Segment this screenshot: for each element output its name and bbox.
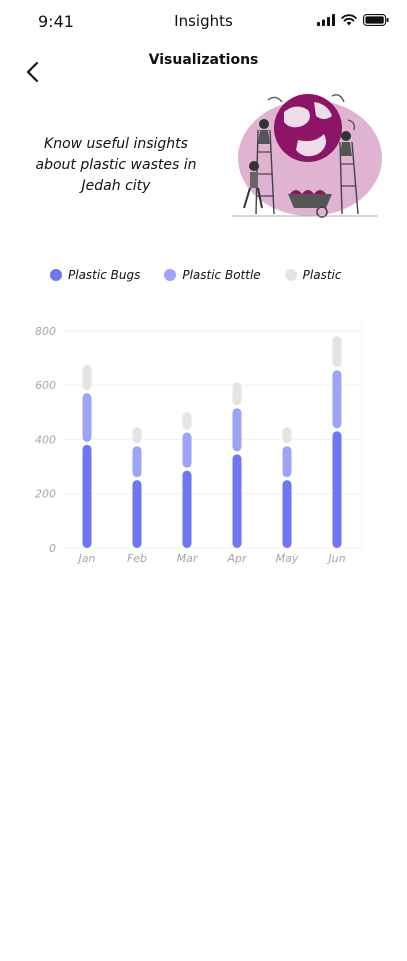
bar-plastic-apr: [232, 382, 242, 406]
x-tick-label: Mar: [177, 552, 199, 565]
x-tick-label: Jun: [326, 552, 345, 565]
y-tick-label: 600: [35, 379, 56, 392]
bar-plastic-bugs-feb: [132, 480, 142, 548]
legend-label-plastic: Plastic: [302, 268, 342, 282]
legend-item-plastic-bugs[interactable]: Plastic Bugs: [50, 268, 140, 282]
bar-plastic-bottle-apr: [232, 408, 242, 452]
bar-plastic-bottle-may: [282, 446, 292, 478]
signal-icon: [317, 14, 335, 26]
legend-item-plastic[interactable]: Plastic: [284, 268, 342, 282]
legend-label-plastic-bottle: Plastic Bottle: [182, 268, 261, 282]
bar-plastic-bottle-jan: [82, 393, 92, 442]
y-tick-label: 0: [49, 542, 56, 555]
bar-plastic-may: [282, 427, 292, 444]
bar-plastic-jan: [82, 364, 92, 391]
earth-cleaning-illustration: [232, 94, 382, 218]
x-tick-label: Apr: [226, 552, 248, 565]
wifi-icon: [341, 14, 357, 26]
bar-plastic-bugs-may: [282, 480, 292, 548]
x-tick-label: Feb: [127, 552, 147, 565]
stacked-bar-chart: 0 200 400 600 800 Jan Feb Mar Apr May Jun: [35, 320, 363, 565]
bar-plastic-jun: [332, 336, 342, 368]
status-time: 9:41: [38, 12, 74, 31]
battery-icon: [363, 14, 389, 26]
x-tick-label: Jan: [77, 552, 96, 565]
status-title: Insights: [174, 12, 233, 30]
legend-dot-plastic-bottle: [164, 269, 177, 281]
bar-plastic-bugs-apr: [232, 454, 242, 548]
page-title: Visualizations: [148, 52, 259, 68]
legend-item-plastic-bottle[interactable]: Plastic Bottle: [164, 268, 261, 282]
status-icons: [317, 14, 389, 26]
legend-dot-plastic: [284, 269, 297, 281]
bar-plastic-bugs-jun: [332, 431, 342, 548]
legend-dot-plastic-bugs: [50, 269, 62, 281]
y-tick-label: 400: [35, 433, 56, 446]
bar-plastic-feb: [132, 427, 142, 444]
bar-plastic-bottle-jun: [332, 370, 342, 429]
bar-plastic-bugs-jan: [82, 444, 92, 548]
bar-plastic-mar: [182, 412, 192, 430]
y-tick-label: 200: [35, 488, 56, 501]
status-bar: 9:41 Insights: [0, 0, 407, 44]
back-button[interactable]: [22, 60, 46, 84]
bar-plastic-bottle-mar: [182, 432, 192, 468]
bar-plastic-bugs-mar: [182, 470, 192, 548]
chart-legend: Plastic Bugs Plastic Bottle Plastic: [50, 268, 365, 282]
y-tick-label: 800: [35, 325, 56, 338]
legend-label-plastic-bugs: Plastic Bugs: [68, 268, 141, 282]
intro-text: Know useful insights about plastic waste…: [35, 136, 197, 194]
bar-plastic-bottle-feb: [132, 446, 142, 478]
x-tick-label: May: [276, 552, 299, 565]
